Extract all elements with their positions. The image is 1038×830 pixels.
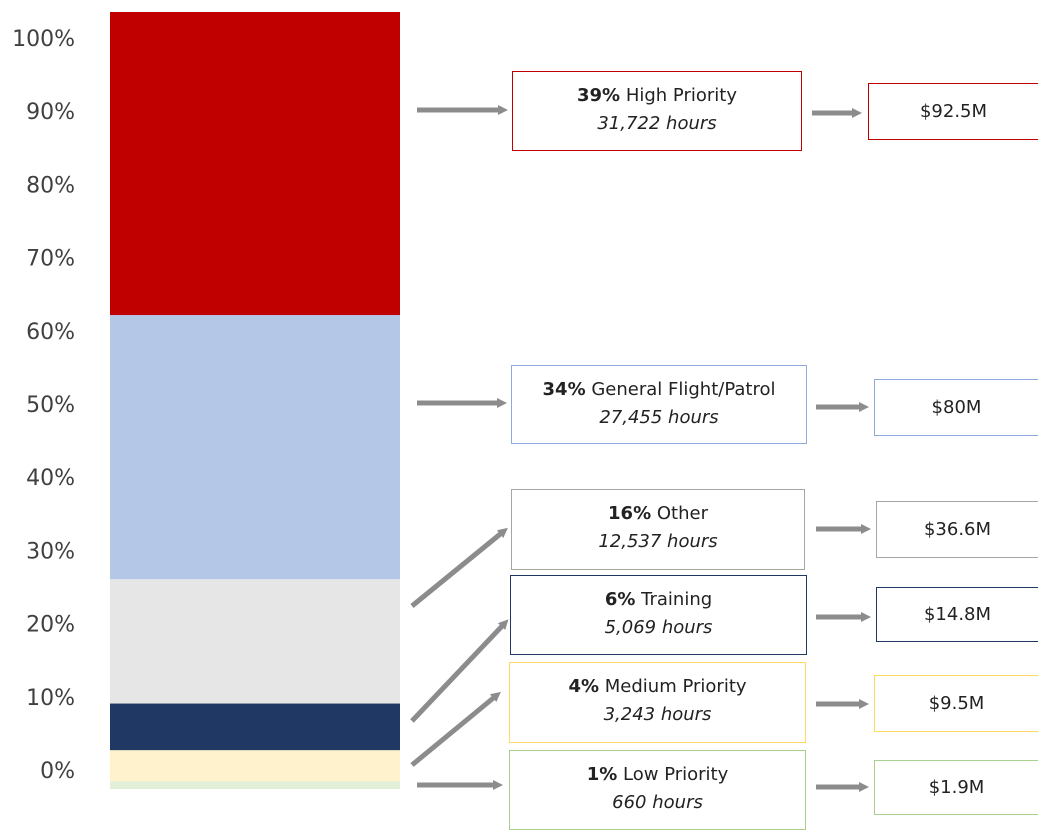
arrow-medium <box>410 691 501 767</box>
y-tick-label: 10% <box>26 686 75 711</box>
y-tick-label: 90% <box>26 100 75 125</box>
category-name: Training <box>641 589 713 610</box>
bar-segment-other <box>110 579 400 704</box>
cost-box-high-priority: $92.5M <box>868 83 1038 140</box>
hours-label: 31,722 hours <box>597 113 717 134</box>
hours-label: 12,537 hours <box>598 531 718 552</box>
arrow-other <box>410 527 508 608</box>
hours-label: 27,455 hours <box>599 407 719 428</box>
label-box-high-priority: 39% High Priority 31,722 hours <box>512 71 802 151</box>
percent-label: 6% <box>604 589 636 610</box>
y-tick-label: 20% <box>26 613 75 638</box>
cost-value: $1.9M <box>928 777 985 798</box>
y-tick-label: 100% <box>12 27 75 52</box>
label-box-other: 16% Other 12,537 hours <box>511 489 805 570</box>
cost-value: $92.5M <box>919 101 988 122</box>
percent-label: 16% <box>608 503 652 524</box>
cost-value: $9.5M <box>928 693 985 714</box>
y-tick-label: 60% <box>26 320 75 345</box>
percent-label: 39% <box>577 85 621 106</box>
bar-segment-general <box>110 315 400 580</box>
arrow-training <box>410 619 509 723</box>
cost-box-training: $14.8M <box>876 587 1038 642</box>
y-axis: 0% 10% 20% 30% 40% 50% 60% 70% 80% 90% 100% <box>12 27 75 784</box>
bar-segment-training <box>110 703 400 751</box>
percent-label: 34% <box>542 379 586 400</box>
y-tick-label: 80% <box>26 173 75 198</box>
label-box-training: 6% Training 5,069 hours <box>510 575 807 655</box>
hours-label: 5,069 hours <box>604 617 713 638</box>
cost-box-general-flight-patrol: $80M <box>874 379 1038 436</box>
category-name: Other <box>656 503 708 524</box>
category-name: Low Priority <box>623 764 729 785</box>
hours-label: 3,243 hours <box>603 704 712 725</box>
y-tick-label: 50% <box>26 393 75 418</box>
y-tick-label: 30% <box>26 539 75 564</box>
y-tick-label: 0% <box>40 759 75 784</box>
category-name: General Flight/Patrol <box>591 379 776 400</box>
percent-label: 4% <box>568 676 600 697</box>
bar-segment-high <box>110 12 400 316</box>
label-box-low-priority: 1% Low Priority 660 hours <box>509 750 806 830</box>
label-box-general-flight-patrol: 34% General Flight/Patrol 27,455 hours <box>511 365 807 444</box>
cost-value: $36.6M <box>923 519 992 540</box>
bar-segment-medium <box>110 750 400 782</box>
cost-value: $80M <box>931 397 982 418</box>
hours-label: 660 hours <box>612 792 703 813</box>
stacked-bar <box>110 12 400 789</box>
cost-value: $14.8M <box>923 604 992 625</box>
category-name: High Priority <box>625 85 737 106</box>
percent-label: 1% <box>586 764 618 785</box>
cost-box-low-priority: $1.9M <box>874 760 1038 815</box>
cost-box-medium-priority: $9.5M <box>874 675 1038 732</box>
y-tick-label: 40% <box>26 466 75 491</box>
category-name: Medium Priority <box>604 676 747 697</box>
y-tick-label: 70% <box>26 247 75 272</box>
arrows <box>410 105 871 792</box>
cost-box-other: $36.6M <box>876 501 1038 558</box>
label-box-medium-priority: 4% Medium Priority 3,243 hours <box>509 662 806 743</box>
bar-segment-low <box>110 781 400 789</box>
